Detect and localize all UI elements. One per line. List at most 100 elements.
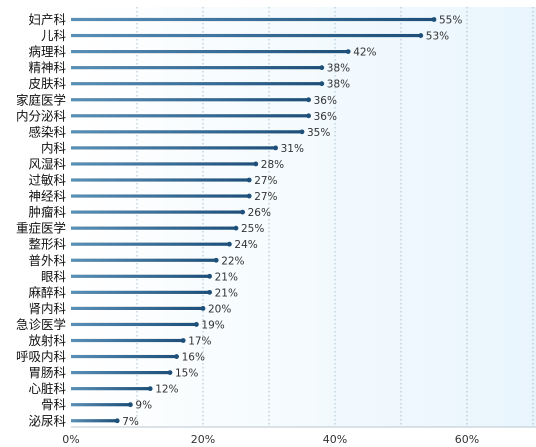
value-label: 9%	[135, 400, 152, 412]
bar-end-dot	[167, 370, 173, 375]
bar-end-dot	[194, 322, 199, 327]
category-label: 心脏科	[28, 381, 66, 396]
bar-end-dot	[306, 113, 311, 119]
x-axis-ticks: 0% 20% 40% 60%	[62, 433, 479, 446]
category-label: 呼吸内科	[16, 349, 67, 364]
value-label: 28%	[261, 159, 284, 171]
x-tick-label: 60%	[455, 433, 479, 446]
category-label: 普外科	[28, 253, 66, 268]
bar	[71, 66, 322, 70]
bar	[71, 210, 243, 214]
value-label: 27%	[254, 175, 277, 187]
category-label: 风湿科	[28, 156, 66, 171]
category-label: 麻醉科	[28, 285, 66, 300]
bar-end-dot	[246, 193, 252, 199]
bar	[71, 258, 217, 262]
bar-end-dot	[345, 49, 351, 54]
category-label: 肾内科	[28, 301, 66, 316]
value-label: 16%	[182, 352, 205, 364]
bar	[71, 17, 434, 22]
bar	[71, 98, 309, 102]
category-label: 肿瘤科	[28, 205, 66, 220]
bar-end-dot	[246, 177, 252, 183]
x-tick-label: 0%	[62, 433, 79, 446]
value-label: 19%	[201, 319, 224, 331]
bar	[71, 114, 309, 118]
value-label: 12%	[155, 384, 178, 396]
value-label: 15%	[175, 368, 198, 380]
value-label: 31%	[281, 143, 304, 155]
category-label: 整形科	[28, 237, 66, 252]
value-label: 20%	[208, 303, 231, 315]
bar-end-dot	[207, 273, 213, 279]
bar	[71, 371, 170, 375]
bar	[71, 178, 250, 182]
bar	[71, 33, 421, 38]
category-label: 内科	[41, 140, 67, 155]
bar	[71, 162, 256, 166]
bar-end-dot	[114, 418, 120, 424]
value-label: 17%	[188, 336, 211, 348]
bar	[71, 82, 322, 86]
category-label: 神经科	[28, 189, 66, 204]
bar	[71, 242, 230, 246]
bar	[71, 387, 151, 391]
bar-end-dot	[233, 225, 239, 231]
bar-end-dot	[431, 17, 437, 22]
bar-end-dot	[180, 338, 186, 343]
bar-end-dot	[240, 209, 246, 215]
bar-end-dot	[207, 289, 213, 295]
value-label: 36%	[314, 95, 337, 107]
bar	[71, 403, 131, 407]
category-labels: 妇产科儿科病理科精神科皮肤科家庭医学内分泌科感染科内科风湿科过敏科神经科肿瘤科重…	[16, 12, 67, 428]
category-label: 过敏科	[28, 173, 66, 188]
bar	[71, 226, 236, 230]
bar-end-dot	[227, 241, 232, 247]
category-label: 泌尿科	[28, 413, 66, 428]
category-label: 儿科	[41, 28, 67, 43]
bar-end-dot	[253, 161, 259, 167]
category-label: 家庭医学	[16, 92, 66, 107]
category-label: 病理科	[28, 44, 66, 59]
bar-end-dot	[299, 129, 305, 135]
bar-end-dot	[418, 33, 424, 38]
bar-end-dot	[273, 145, 278, 151]
bar	[71, 290, 210, 294]
value-label: 24%	[234, 239, 257, 251]
x-tick-label: 20%	[191, 433, 215, 446]
value-label: 26%	[248, 207, 271, 219]
bar-end-dot	[147, 386, 153, 392]
category-label: 放射科	[28, 333, 66, 348]
bar-end-dot	[319, 65, 325, 71]
value-label: 36%	[314, 111, 337, 123]
bar-end-dot	[127, 402, 133, 408]
bar-end-dot	[306, 97, 311, 103]
bar-end-dot	[319, 81, 325, 87]
value-label: 22%	[221, 255, 244, 267]
category-label: 感染科	[28, 124, 66, 139]
value-label: 53%	[426, 31, 449, 43]
x-tick-label: 40%	[323, 433, 347, 446]
bar	[71, 274, 210, 278]
category-label: 精神科	[28, 60, 66, 75]
value-label: 38%	[327, 79, 350, 91]
bar-end-dot	[213, 257, 219, 263]
value-label: 38%	[327, 63, 350, 75]
plot-background	[71, 7, 536, 427]
bar-end-dot	[174, 354, 180, 359]
value-label: 7%	[122, 416, 139, 428]
bar	[71, 322, 197, 327]
value-label: 55%	[439, 15, 462, 27]
category-label: 内分泌科	[16, 108, 67, 123]
bar	[71, 419, 118, 423]
category-label: 急诊医学	[16, 317, 66, 332]
value-label: 35%	[307, 127, 330, 139]
value-label: 25%	[241, 223, 264, 235]
bar	[71, 50, 349, 54]
bars	[71, 17, 437, 424]
category-label: 胃肠科	[28, 365, 66, 380]
category-label: 妇产科	[28, 12, 66, 27]
value-labels: 55%53%42%38%38%36%36%35%31%28%27%27%26%2…	[122, 15, 462, 428]
bar	[71, 354, 177, 359]
